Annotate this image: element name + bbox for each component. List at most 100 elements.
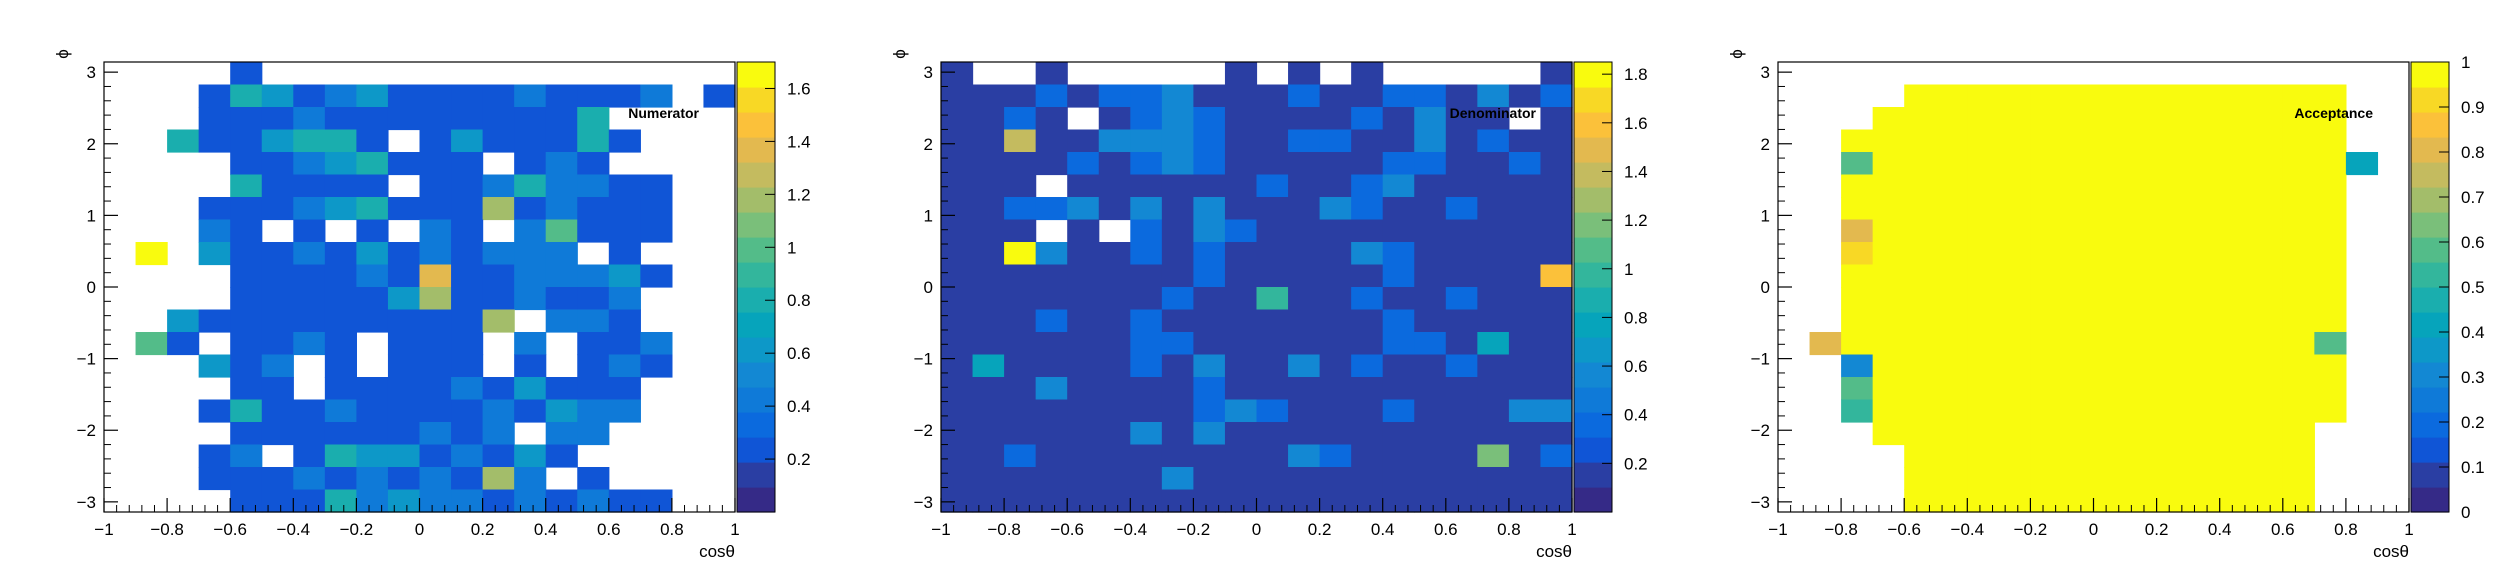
heatmap-cell <box>1004 129 1037 153</box>
heatmap-cell <box>2188 489 2221 513</box>
heatmap-cell <box>972 309 1005 333</box>
heatmap-cell <box>1319 264 1352 288</box>
heatmap-cell <box>545 399 578 423</box>
heatmap-cell <box>514 129 547 153</box>
heatmap-cell <box>1161 377 1194 401</box>
heatmap-cell <box>1067 264 1100 288</box>
heatmap-cell <box>1161 422 1194 446</box>
heatmap-cell <box>1508 422 1542 446</box>
heatmap-cell <box>1193 242 1226 266</box>
heatmap-cell <box>1445 399 1478 423</box>
heatmap-cell <box>387 422 421 446</box>
heatmap-cell <box>1161 309 1194 333</box>
denominator-panel: −1 −0.8 −0.6 −0.4 −0.2 0 0.2 0.4 0.6 0.8 1 cosθ −3 −2… <box>890 49 1648 561</box>
heatmap-cell <box>2314 242 2347 266</box>
heatmap-cell <box>2345 152 2379 176</box>
heatmap-cell <box>1319 84 1352 108</box>
heatmap-cell <box>2061 219 2095 243</box>
heatmap-cell <box>1161 152 1194 176</box>
heatmap-cell <box>1161 332 1194 356</box>
heatmap-cell <box>1445 107 1478 131</box>
heatmap-cell <box>2030 242 2063 266</box>
heatmap-cell <box>451 152 484 176</box>
heatmap-cell <box>198 467 231 491</box>
heatmap-cell <box>1098 174 1131 198</box>
heatmap-cell <box>356 422 389 446</box>
heatmap-cell <box>1098 489 1131 513</box>
heatmap-cell <box>545 84 578 108</box>
x-tick-label: 0.8 <box>1497 520 1521 539</box>
heatmap-cell <box>972 152 1005 176</box>
heatmap-cell <box>941 399 974 423</box>
x-tick-label: 0.8 <box>2334 520 2358 539</box>
heatmap-cell <box>577 489 610 513</box>
heatmap-cell <box>1967 422 2000 446</box>
heatmap-cell <box>1904 422 1937 446</box>
heatmap-cell <box>324 174 357 198</box>
color-scale-band <box>2411 412 2449 438</box>
heatmap-cell <box>1904 354 1937 378</box>
heatmap-cell <box>1193 422 1226 446</box>
heatmap-cell <box>135 332 168 356</box>
y-tick-label: 1 <box>924 206 933 225</box>
heatmap-cell <box>1224 332 1258 356</box>
heatmap-cell <box>2061 422 2095 446</box>
y-tick-label: 3 <box>87 63 96 82</box>
color-scale-frame <box>1573 61 1613 513</box>
heatmap-cell <box>324 84 357 108</box>
x-tick-label: 0.4 <box>2208 520 2232 539</box>
heatmap-cell <box>1351 422 1384 446</box>
heatmap-cells <box>941 62 1573 513</box>
heatmap-cell <box>419 287 452 311</box>
heatmap-cell <box>1224 444 1258 468</box>
heatmap-cell <box>419 444 452 468</box>
heatmap-cell <box>1477 219 1510 243</box>
heatmap-cell <box>2251 444 2284 468</box>
heatmap-cell <box>1935 467 1968 491</box>
color-scale-band <box>2411 487 2449 513</box>
heatmap-cell <box>1130 107 1163 131</box>
heatmap-cell <box>2125 197 2158 221</box>
heatmap-cell <box>1004 152 1037 176</box>
heatmap-cell <box>608 309 641 333</box>
heatmap-cell <box>1224 129 1258 153</box>
heatmap-cell <box>1935 399 1968 423</box>
z-tick-label: 0.4 <box>787 397 811 416</box>
heatmap-cell <box>1193 354 1226 378</box>
heatmap-cell <box>1414 309 1447 333</box>
z-tick-label: 1.8 <box>1624 65 1648 84</box>
heatmap-cell <box>1872 287 1905 311</box>
heatmap-cell <box>2282 377 2315 401</box>
heatmap-cell <box>1967 174 2000 198</box>
heatmap-cell <box>1935 242 1968 266</box>
heatmap-cell <box>261 422 294 446</box>
heatmap-cell <box>1445 174 1478 198</box>
heatmap-cell <box>293 219 326 243</box>
heatmap-cell <box>1872 174 1905 198</box>
heatmap-cell <box>324 197 357 221</box>
color-scale-band <box>1574 62 1612 88</box>
heatmap-cell <box>545 174 578 198</box>
y-tick-label: −1 <box>1751 350 1770 369</box>
heatmap-cell <box>324 399 357 423</box>
x-axis-title: cosθ <box>2373 542 2409 561</box>
heatmap-cell <box>1161 242 1194 266</box>
color-scale-band <box>1574 212 1612 238</box>
heatmap-cell <box>1098 287 1131 311</box>
heatmap-cell <box>451 129 484 153</box>
heatmap-cell <box>1130 354 1163 378</box>
heatmap-cell <box>2156 287 2189 311</box>
heatmap-cell <box>1130 197 1163 221</box>
heatmap-cell <box>1508 174 1542 198</box>
heatmap-cell <box>1351 444 1384 468</box>
heatmap-cell <box>198 354 231 378</box>
heatmap-cell <box>293 242 326 266</box>
heatmap-cell <box>1067 287 1100 311</box>
heatmap-cell <box>1382 152 1415 176</box>
heatmap-cell <box>1224 287 1258 311</box>
heatmap-cell <box>1998 174 2031 198</box>
heatmap-cell <box>482 264 515 288</box>
heatmap-cell <box>577 399 610 423</box>
heatmap-cell <box>1382 107 1415 131</box>
